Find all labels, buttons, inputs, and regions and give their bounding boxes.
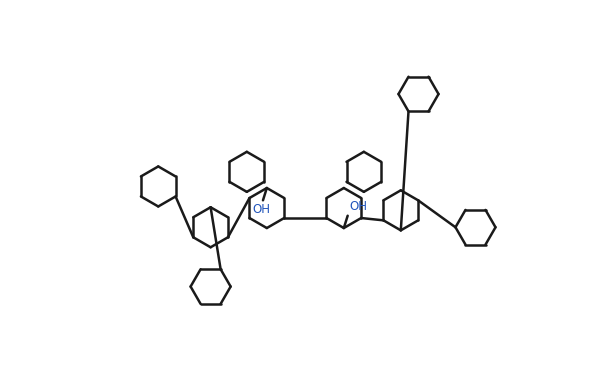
Text: OH: OH xyxy=(252,203,271,217)
Text: OH: OH xyxy=(349,200,367,213)
